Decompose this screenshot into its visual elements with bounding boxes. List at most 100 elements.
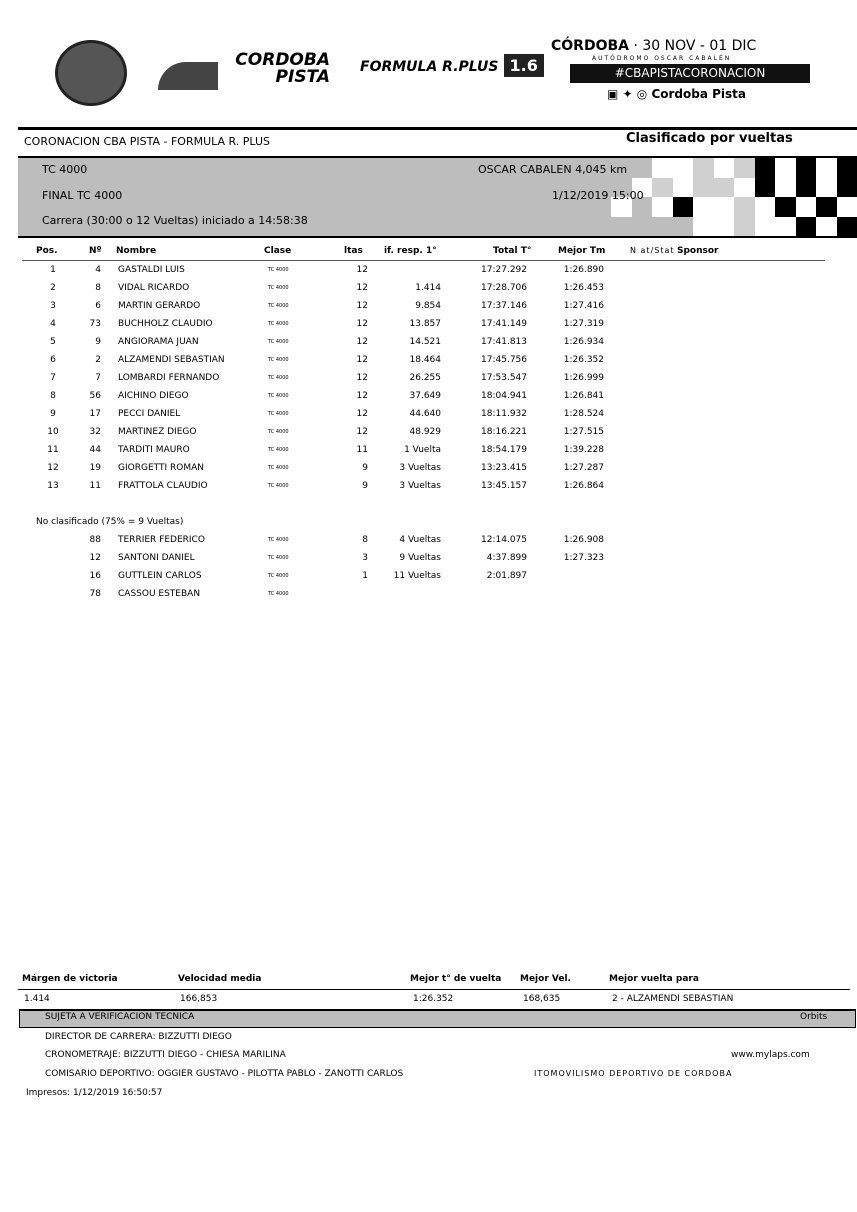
verification-note: SUJETA A VERIFICACION TECNICA — [45, 1012, 195, 1022]
cell: 12 — [356, 391, 368, 401]
event-dates: CÓRDOBA · 30 NOV - 01 DIC — [551, 38, 757, 54]
cell: 7 — [95, 373, 101, 383]
cell: 17:37.146 — [481, 301, 527, 311]
stewards: COMISARIO DEPORTIVO: OGGIER GUSTAVO - PI… — [45, 1069, 404, 1079]
timing-officials: CRONOMETRAJE: BIZZUTTI DIEGO - CHIESA MA… — [45, 1050, 286, 1060]
cell: TC 4000 — [268, 411, 289, 417]
divider — [18, 127, 857, 130]
cell: 9 — [95, 337, 101, 347]
cell: PECCI DANIEL — [118, 409, 181, 419]
cell: 17:28.706 — [481, 283, 527, 293]
cell: TC 4000 — [268, 591, 289, 597]
cell: MARTINEZ DIEGO — [118, 427, 197, 437]
cell: 78 — [89, 589, 101, 599]
cell: SANTONI DANIEL — [118, 553, 195, 563]
cell: 17:41.149 — [481, 319, 527, 329]
cell: GASTALDI LUIS — [118, 265, 185, 275]
cell: 5 — [50, 337, 56, 347]
flag-square — [816, 216, 837, 236]
cell: 44 — [89, 445, 101, 455]
cell: TC 4000 — [268, 429, 289, 435]
cell: 12 — [356, 265, 368, 275]
cell: 88 — [89, 535, 101, 545]
website-link[interactable]: www.mylaps.com — [731, 1050, 810, 1060]
cordoba-pista-logo: CORDOBA PISTA — [158, 50, 333, 90]
cell: 11 Vueltas — [393, 571, 441, 581]
cell: 12 — [356, 319, 368, 329]
cell: 1:26.352 — [563, 355, 604, 365]
flag-square — [836, 197, 857, 217]
organization: ITOMOVILISMO DEPORTIVO DE CORDOBA — [534, 1069, 733, 1078]
flag-square — [795, 158, 816, 178]
cell: 12 — [356, 355, 368, 365]
cell: 32 — [89, 427, 101, 437]
cell: 12 — [356, 301, 368, 311]
cell: 2 — [95, 355, 101, 365]
flag-square — [734, 158, 755, 178]
cell: 18:16.221 — [481, 427, 527, 437]
cell: 1 — [362, 571, 368, 581]
cell: TC 4000 — [268, 357, 289, 363]
cell: 3 Vueltas — [399, 481, 441, 491]
cell: TC 4000 — [268, 267, 289, 273]
cell: TERRIER FEDERICO — [118, 535, 205, 545]
cell: TC 4000 — [268, 465, 289, 471]
flag-square — [672, 177, 693, 197]
cell: 9 Vueltas — [399, 553, 441, 563]
cell: 56 — [89, 391, 101, 401]
flag-square — [611, 197, 632, 217]
divider — [22, 260, 825, 261]
club-logo — [55, 40, 127, 106]
flag-square — [836, 216, 857, 236]
cell: 17:45.756 — [481, 355, 527, 365]
cell: TC 4000 — [268, 339, 289, 345]
cell: 11 — [356, 445, 368, 455]
cell: 3 Vueltas — [399, 463, 441, 473]
cell: 17:53.547 — [481, 373, 527, 383]
flag-square — [795, 177, 816, 197]
flag-square — [631, 177, 652, 197]
flag-square — [734, 216, 755, 236]
event-title: CORONACION CBA PISTA - FORMULA R. PLUS — [24, 135, 271, 148]
cell: 12 — [356, 283, 368, 293]
session-name: FINAL TC 4000 — [42, 189, 123, 202]
hashtag: #CBAPISTACORONACION — [570, 64, 810, 83]
cell: 9 — [362, 481, 368, 491]
cell: 1:27.287 — [563, 463, 604, 473]
race-director: DIRECTOR DE CARRERA: BIZZUTTI DIEGO — [45, 1032, 232, 1042]
cell: 18:54.179 — [481, 445, 527, 455]
formula-logo: FORMULA R.PLUS 1.6 — [360, 54, 544, 77]
cell: 9 — [362, 463, 368, 473]
cell: 8 — [95, 283, 101, 293]
cell: 8 — [50, 391, 56, 401]
cell: TC 4000 — [268, 375, 289, 381]
flag-square — [754, 158, 775, 178]
cell: 1:27.319 — [563, 319, 604, 329]
flag-square — [693, 197, 714, 217]
cell: 4 — [95, 265, 101, 275]
flag-square — [836, 177, 857, 197]
orbits-label: Orbits — [800, 1012, 828, 1022]
cell: 13 — [47, 481, 59, 491]
cell: 1:27.515 — [563, 427, 604, 437]
venue: AUTÓDROMO OSCAR CABALÉN — [592, 55, 732, 62]
flag-square — [775, 177, 796, 197]
cell: TC 4000 — [268, 447, 289, 453]
flag-square — [734, 197, 755, 217]
cell: 18.464 — [409, 355, 442, 365]
social-links: ▣ ✦ ◎ Cordoba Pista — [607, 87, 747, 101]
cell: 37.649 — [409, 391, 442, 401]
not-classified-label: No clasificado (75% = 9 Vueltas) — [36, 517, 184, 527]
cell: 1:26.890 — [563, 265, 604, 275]
cell: 6 — [95, 301, 101, 311]
cell: 9.854 — [415, 301, 441, 311]
cell: 12 — [356, 373, 368, 383]
flag-square — [652, 177, 673, 197]
cell: TC 4000 — [268, 555, 289, 561]
cell: TC 4000 — [268, 573, 289, 579]
cell: TC 4000 — [268, 537, 289, 543]
flag-square — [713, 177, 734, 197]
cell: 12 — [47, 463, 59, 473]
cell: 1:26.908 — [563, 535, 604, 545]
instagram-icon: ◎ — [636, 87, 648, 101]
